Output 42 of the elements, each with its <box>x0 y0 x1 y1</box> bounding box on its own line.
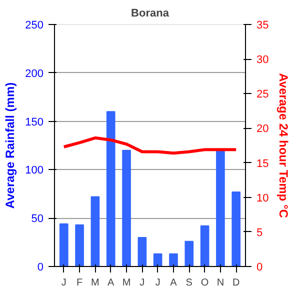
bar <box>169 253 178 266</box>
y2-tick-label: 10 <box>256 192 269 204</box>
bar <box>122 150 131 266</box>
x-tick-label: N <box>216 278 224 288</box>
bar <box>232 191 241 266</box>
bar <box>106 111 116 266</box>
x-tick-label: F <box>76 278 83 288</box>
y2-tick-label: 0 <box>256 262 263 274</box>
x-tick-label: M <box>122 278 131 288</box>
bar <box>59 223 68 266</box>
y-tick-label: 50 <box>31 213 44 226</box>
x-tick-label: J <box>140 278 145 288</box>
x-tick-label: O <box>200 278 209 288</box>
bar <box>184 240 194 266</box>
bar <box>153 253 162 266</box>
y-tick-label: 0 <box>37 262 44 274</box>
y2-tick-label: 25 <box>256 88 269 101</box>
x-tick-label: D <box>232 278 240 288</box>
line-series <box>62 136 238 155</box>
y2-tick-label: 20 <box>256 123 269 136</box>
bar <box>138 236 147 266</box>
bar <box>216 150 225 266</box>
y2-tick-label: 35 <box>256 20 269 32</box>
x-tick-label: J <box>155 278 160 288</box>
y-tick-label: 200 <box>25 68 44 80</box>
bar <box>75 224 84 266</box>
y2-axis-title: Average 24 hour Temp °C <box>276 73 291 218</box>
y2-tick-label: 30 <box>256 54 269 66</box>
y-axis-title: Average Rainfall (mm) <box>3 82 18 209</box>
chart-title: Borana <box>131 8 170 20</box>
y-tick-label: 100 <box>25 164 44 177</box>
bar <box>200 225 210 266</box>
x-tick-label: S <box>186 278 193 288</box>
y2-tick-label: 5 <box>256 226 263 239</box>
x-tick-label: A <box>170 278 178 288</box>
x-tick-label: M <box>91 278 100 288</box>
y-tick-label: 150 <box>25 116 44 128</box>
bar <box>90 196 100 266</box>
x-tick-label: J <box>61 278 66 288</box>
y2-tick-label: 15 <box>256 158 269 170</box>
x-tick-label: A <box>108 278 115 288</box>
y-tick-label: 250 <box>25 20 44 32</box>
